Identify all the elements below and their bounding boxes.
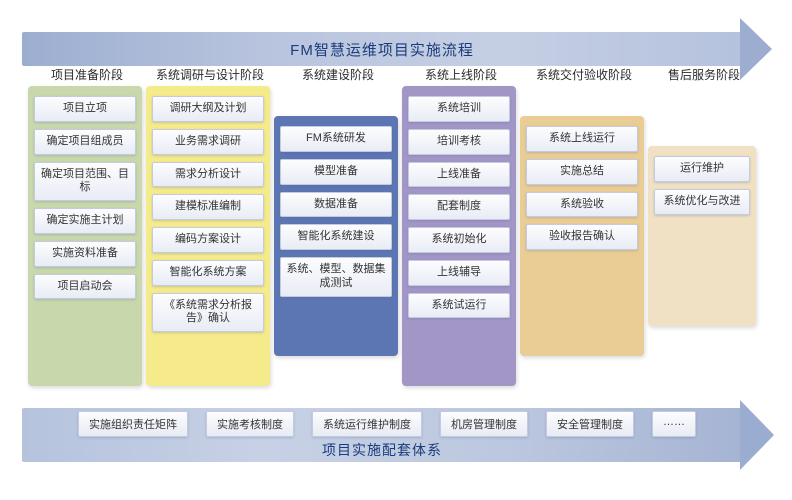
support-item: 机房管理制度 (440, 411, 528, 437)
phase-item: 模型准备 (280, 159, 392, 185)
phase-header: 系统调研与设计阶段 (146, 64, 274, 85)
phase-item: 确定项目组成员 (34, 129, 136, 155)
phase-item: 系统验收 (526, 192, 638, 218)
phase-item: 调研大纲及计划 (152, 96, 264, 122)
support-item: 系统运行维护制度 (312, 411, 422, 437)
phase-item: 系统初始化 (408, 227, 510, 253)
support-item: 安全管理制度 (546, 411, 634, 437)
phase-item: 项目启动会 (34, 274, 136, 300)
phase-item: 编码方案设计 (152, 227, 264, 253)
top-arrow-body: FM智慧运维项目实施流程 (22, 32, 742, 66)
phase-item: 上线准备 (408, 162, 510, 188)
phase-columns: 项目立项确定项目组成员确定项目范围、目标确定实施主计划实施资料准备项目启动会调研… (28, 86, 768, 386)
phase-item: 业务需求调研 (152, 129, 264, 155)
phase-item: 配套制度 (408, 194, 510, 220)
phase-item: 培训考核 (408, 129, 510, 155)
bottom-arrow-body: 实施组织责任矩阵实施考核制度系统运行维护制度机房管理制度安全管理制度 …… 项目实… (22, 408, 742, 462)
phase-column: 项目立项确定项目组成员确定项目范围、目标确定实施主计划实施资料准备项目启动会 (28, 86, 142, 386)
phase-header: 售后服务阶段 (648, 64, 760, 85)
phase-item: 确定项目范围、目标 (34, 162, 136, 202)
phase-header: 系统交付验收阶段 (520, 64, 648, 85)
bottom-arrow-head-icon (740, 400, 774, 470)
phase-column: FM系统研发模型准备数据准备智能化系统建设系统、模型、数据集成测试 (274, 116, 398, 356)
phase-item: 实施总结 (526, 159, 638, 185)
bottom-arrow-title: 项目实施配套体系 (322, 440, 442, 460)
phase-item: 系统试运行 (408, 293, 510, 319)
phase-item: 系统培训 (408, 96, 510, 122)
phase-item: 验收报告确认 (526, 224, 638, 250)
phase-item: FM系统研发 (280, 126, 392, 152)
support-item: 实施组织责任矩阵 (78, 411, 188, 437)
phase-item: 智能化系统方案 (152, 260, 264, 286)
phase-item: 运行维护 (654, 156, 750, 182)
phase-column: 调研大纲及计划业务需求调研需求分析设计建模标准编制编码方案设计智能化系统方案《系… (146, 86, 270, 386)
phase-header: 系统上线阶段 (402, 64, 520, 85)
phase-column: 运行维护系统优化与改进 (648, 146, 756, 326)
top-arrow-title: FM智慧运维项目实施流程 (290, 39, 474, 60)
support-item: …… (652, 411, 696, 437)
phase-headers-row: 项目准备阶段系统调研与设计阶段系统建设阶段系统上线阶段系统交付验收阶段售后服务阶… (28, 64, 768, 85)
bottom-items-row: 实施组织责任矩阵实施考核制度系统运行维护制度机房管理制度安全管理制度 …… (68, 411, 696, 437)
phase-item: 需求分析设计 (152, 162, 264, 188)
phase-column: 系统上线运行实施总结系统验收验收报告确认 (520, 116, 644, 356)
phase-item: 确定实施主计划 (34, 208, 136, 234)
phase-item: 项目立项 (34, 96, 136, 122)
support-item: 实施考核制度 (206, 411, 294, 437)
phase-column: 系统培训培训考核上线准备配套制度系统初始化上线辅导系统试运行 (402, 86, 516, 386)
phase-header: 系统建设阶段 (274, 64, 402, 85)
phase-item: 系统优化与改进 (654, 189, 750, 215)
phase-item: 建模标准编制 (152, 194, 264, 220)
phase-item: 《系统需求分析报告》确认 (152, 293, 264, 333)
phase-item: 智能化系统建设 (280, 224, 392, 250)
phase-item: 实施资料准备 (34, 241, 136, 267)
phase-item: 系统、模型、数据集成测试 (280, 257, 392, 297)
bottom-support-arrow: 实施组织责任矩阵实施考核制度系统运行维护制度机房管理制度安全管理制度 …… 项目实… (22, 400, 772, 470)
phase-header: 项目准备阶段 (28, 64, 146, 85)
phase-item: 系统上线运行 (526, 126, 638, 152)
phase-item: 数据准备 (280, 192, 392, 218)
phase-item: 上线辅导 (408, 260, 510, 286)
